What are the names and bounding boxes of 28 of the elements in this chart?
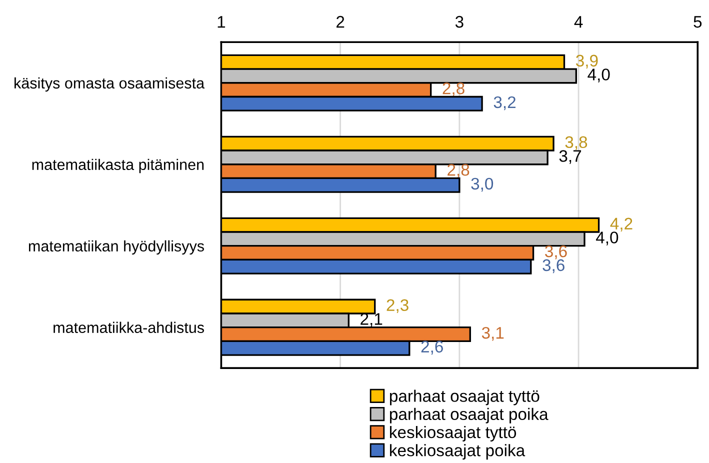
data-label: 3,2 bbox=[494, 96, 516, 110]
y-tick-label: matematiikka-ahdistus bbox=[54, 322, 204, 334]
data-label: 4,0 bbox=[596, 232, 618, 246]
x-tick-label: 5 bbox=[694, 16, 702, 28]
legend-label: keskiosaajat poika bbox=[390, 444, 526, 460]
x-tick-label: 2 bbox=[336, 16, 344, 28]
y-tick-label: matematiikan hyödyllisyys bbox=[28, 240, 204, 255]
data-label: 2,8 bbox=[442, 82, 464, 96]
data-label: 3,8 bbox=[565, 136, 588, 150]
x-tick-label: 4 bbox=[574, 16, 583, 28]
data-label: 3,0 bbox=[471, 178, 494, 192]
y-tick-label: matematiikasta pitäminen bbox=[32, 158, 204, 174]
x-tick-label: 1 bbox=[218, 16, 226, 28]
data-label: 3,7 bbox=[559, 150, 582, 164]
data-label: 3,9 bbox=[576, 54, 598, 69]
x-tick-label: 3 bbox=[455, 16, 464, 28]
data-label: 2,3 bbox=[386, 299, 408, 314]
data-label: 4,0 bbox=[588, 68, 610, 82]
data-label: 3,6 bbox=[542, 259, 564, 274]
legend-label: keskiosaajat tyttö bbox=[390, 426, 516, 442]
legend-label: parhaat osaajat tyttö bbox=[390, 390, 540, 406]
data-label: 4,2 bbox=[610, 218, 632, 232]
y-tick-label: käsitys omasta osaamisesta bbox=[14, 77, 205, 92]
data-label: 3,6 bbox=[545, 245, 567, 260]
data-label: 2,6 bbox=[421, 340, 443, 355]
legend-label: parhaat osaajat poika bbox=[390, 408, 548, 424]
data-label: 3,1 bbox=[482, 326, 504, 341]
data-label: 2,8 bbox=[448, 164, 470, 178]
